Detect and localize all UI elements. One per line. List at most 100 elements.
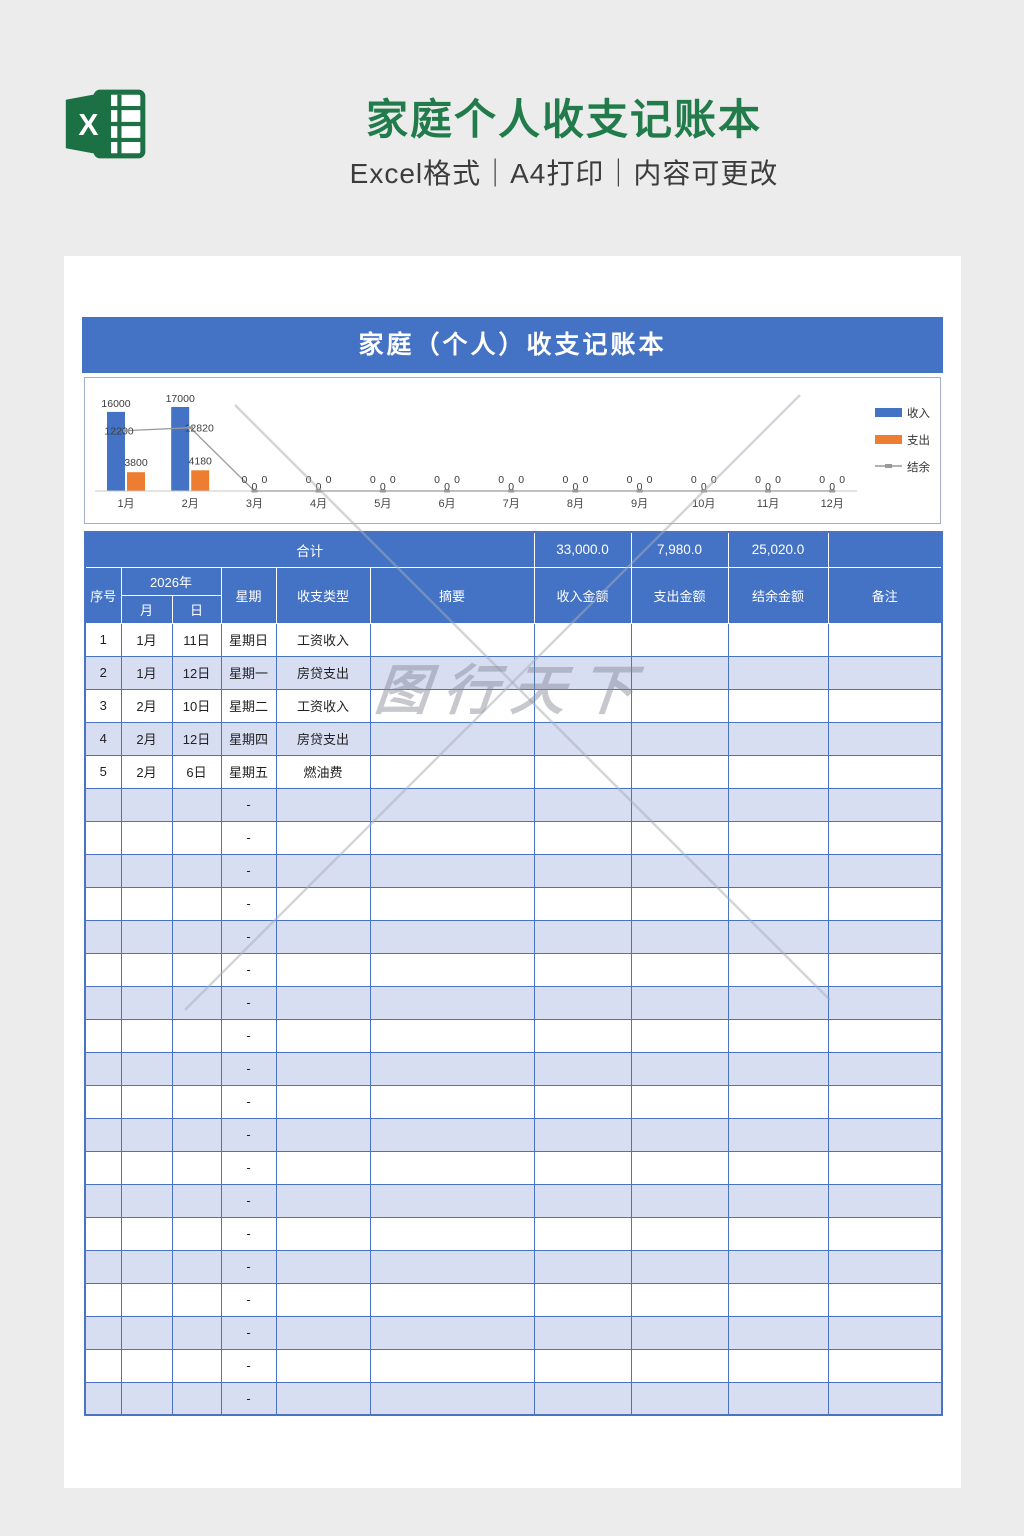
cell-income [533, 1348, 632, 1383]
cell-index: 5 [84, 754, 122, 789]
cell-balance [727, 952, 829, 987]
empty-table-row: - [84, 1282, 943, 1317]
cell-expense [630, 952, 729, 987]
cell-index [84, 1282, 122, 1317]
svg-text:0: 0 [839, 474, 845, 486]
cell-expense [630, 1183, 729, 1218]
cell-balance [727, 1018, 829, 1053]
cell-day: 11日 [171, 622, 222, 657]
col-header-month: 月 [120, 594, 173, 624]
svg-text:0: 0 [370, 474, 376, 486]
col-header-note: 备注 [827, 566, 943, 624]
cell-week: - [220, 1051, 277, 1086]
cell-note [827, 1084, 943, 1119]
cell-note [827, 655, 943, 690]
cell-type [275, 853, 371, 888]
table-row: 5 2月 6日 星期五 燃油费 [84, 754, 943, 789]
svg-text:2月: 2月 [182, 498, 199, 510]
cell-summary [369, 1150, 535, 1185]
cell-expense [630, 1348, 729, 1383]
cell-index [84, 820, 122, 855]
cell-day [171, 1348, 222, 1383]
empty-table-row: - [84, 853, 943, 888]
cell-month [120, 1117, 173, 1152]
svg-text:0: 0 [326, 474, 332, 486]
cell-balance [727, 721, 829, 756]
cell-day [171, 952, 222, 987]
cell-day [171, 919, 222, 954]
cell-index [84, 952, 122, 987]
cell-index [84, 1216, 122, 1251]
cell-summary [369, 886, 535, 921]
cell-type [275, 1117, 371, 1152]
cell-income [533, 919, 632, 954]
page-subtitle: Excel格式｜A4打印｜内容可更改 [349, 158, 779, 189]
svg-text:16000: 16000 [101, 398, 130, 410]
cell-expense [630, 1249, 729, 1284]
svg-text:7月: 7月 [503, 498, 520, 510]
cell-index: 4 [84, 721, 122, 756]
cell-expense [630, 919, 729, 954]
table-row: 2 1月 12日 星期一 房贷支出 [84, 655, 943, 690]
cell-type [275, 1315, 371, 1350]
cell-day [171, 1051, 222, 1086]
svg-text:4180: 4180 [189, 455, 213, 467]
cell-balance [727, 655, 829, 690]
cell-type [275, 1051, 371, 1086]
cell-note [827, 754, 943, 789]
cell-summary [369, 721, 535, 756]
cell-summary [369, 1183, 535, 1218]
cell-week: - [220, 1117, 277, 1152]
cell-balance [727, 820, 829, 855]
cell-index [84, 1051, 122, 1086]
svg-text:支出: 支出 [907, 433, 930, 447]
cell-day [171, 820, 222, 855]
svg-text:0: 0 [241, 474, 247, 486]
cell-day [171, 1249, 222, 1284]
cell-expense [630, 1018, 729, 1053]
cell-expense [630, 820, 729, 855]
cell-month [120, 1084, 173, 1119]
cell-month [120, 820, 173, 855]
cell-balance [727, 919, 829, 954]
cell-balance [727, 1117, 829, 1152]
header-row-1: 序号 2026年 星期 收支类型 摘要 收入金额 支出金额 结余金额 备注 [84, 566, 943, 624]
svg-text:结余: 结余 [907, 460, 930, 474]
cell-balance [727, 1051, 829, 1086]
cell-note [827, 1249, 943, 1284]
cell-index [84, 985, 122, 1020]
cell-income [533, 1282, 632, 1317]
cell-note [827, 952, 943, 987]
cell-index [84, 919, 122, 954]
col-header-expense: 支出金额 [630, 566, 729, 624]
empty-table-row: - [84, 1348, 943, 1383]
cell-week: - [220, 886, 277, 921]
cell-income [533, 622, 632, 657]
cell-type [275, 1084, 371, 1119]
cell-week: - [220, 1315, 277, 1350]
svg-text:收入: 收入 [907, 406, 930, 420]
cell-week: - [220, 952, 277, 987]
cell-week: - [220, 1084, 277, 1119]
svg-text:3800: 3800 [124, 457, 148, 469]
cell-month: 1月 [120, 655, 173, 690]
svg-text:X: X [78, 109, 98, 142]
empty-table-row: - [84, 919, 943, 954]
cell-income [533, 688, 632, 723]
cell-week: 星期一 [220, 655, 277, 690]
cell-index [84, 1381, 122, 1416]
cell-month [120, 853, 173, 888]
cell-expense [630, 853, 729, 888]
cell-expense [630, 1216, 729, 1251]
cell-week: 星期五 [220, 754, 277, 789]
svg-text:0: 0 [627, 474, 633, 486]
page-header: X 家庭个人收支记账本 Excel格式｜A4打印｜内容可更改 [0, 0, 1024, 256]
cell-expense [630, 721, 729, 756]
cell-expense [630, 985, 729, 1020]
cell-income [533, 952, 632, 987]
cell-summary [369, 787, 535, 822]
svg-text:17000: 17000 [166, 393, 195, 405]
cell-expense [630, 1381, 729, 1416]
cell-expense [630, 655, 729, 690]
